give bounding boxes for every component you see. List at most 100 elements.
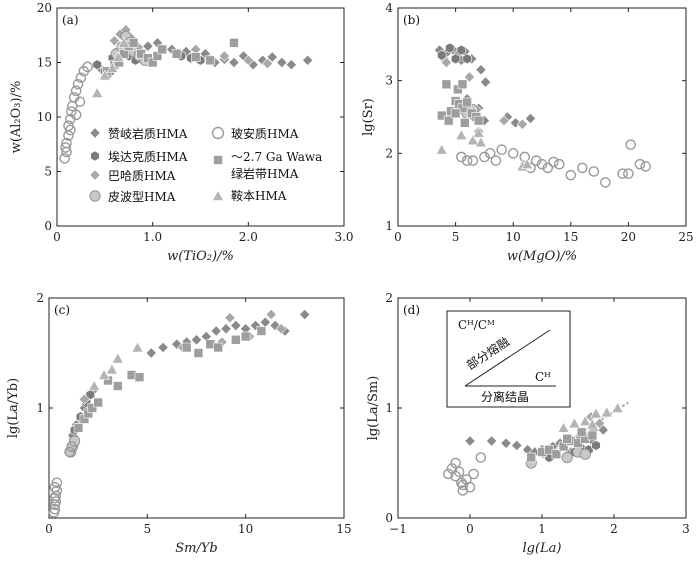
data-point-boninite — [450, 457, 461, 469]
data-point-boninite — [60, 142, 71, 153]
series-anshan — [435, 126, 534, 172]
inset-ch-label: Cᴴ — [535, 370, 551, 384]
data-point-boninite — [456, 151, 467, 163]
data-point-boninite — [82, 61, 93, 73]
data-point-wawa — [171, 48, 182, 59]
x-tick-label: −1 — [389, 522, 407, 536]
data-point-piip — [579, 448, 591, 460]
data-point-anshan — [579, 415, 592, 427]
legend-label-anshan: 鞍本HMA — [231, 188, 287, 203]
data-point-sanukitoid — [266, 51, 278, 63]
inset-fractional-crystallization-label: 分离结晶 — [481, 389, 529, 404]
data-point-adakitic — [591, 440, 601, 451]
data-point-wawa — [193, 348, 204, 358]
data-point-sanukitoid — [142, 40, 154, 52]
data-point-boninite — [443, 468, 454, 480]
data-point-boninite — [65, 124, 76, 136]
y-tick-label: 2 — [385, 146, 393, 160]
data-point-anshan — [98, 368, 111, 380]
data-point-wawa — [134, 372, 145, 383]
data-point-anshan — [111, 352, 124, 364]
data-point-adakitic — [92, 59, 102, 71]
data-point-wawa — [443, 115, 454, 126]
data-point-adakitic — [462, 53, 472, 65]
data-point-anshan — [474, 136, 487, 148]
panel-label: (d) — [403, 303, 420, 317]
data-point-boninite — [617, 168, 628, 179]
series-wawa — [73, 326, 267, 433]
legend-marker-anshan — [211, 189, 225, 201]
legend-item-boninite: 玻安质HMA — [211, 126, 299, 141]
legend-marker-boninite — [211, 126, 225, 140]
data-point-adakitic — [85, 389, 95, 401]
data-point-sanukitoid — [145, 347, 157, 359]
data-point-adakitic — [437, 49, 447, 61]
legend-label-sanukitoid: 赞岐岩质HMA — [108, 126, 188, 141]
data-point-boninite — [72, 79, 84, 90]
data-point-sanukitoid — [500, 437, 512, 449]
data-point-adakitic — [456, 44, 466, 56]
data-point-anshan — [611, 401, 624, 413]
x-axis-label: w(MgO)/% — [507, 249, 577, 264]
inset-diagram: Cᴴ/Cᴹ 部分熔融 Cᴴ 分离结晶 — [446, 310, 571, 408]
y-axis-label: lg(Sr) — [361, 98, 376, 136]
series-boninite — [48, 441, 77, 518]
series-piip — [525, 446, 591, 469]
data-point-wawa — [526, 452, 537, 463]
x-tick-label: 15 — [336, 522, 351, 536]
x-tick-label: 2.0 — [239, 230, 258, 244]
data-point-anshan — [88, 379, 101, 391]
plot-frame — [56, 7, 345, 227]
inset-frame — [446, 310, 571, 408]
data-point-wawa — [240, 331, 251, 342]
y-tick-label: 0 — [385, 511, 393, 525]
data-point-boninite — [49, 503, 61, 515]
data-point-wawa — [462, 97, 472, 108]
data-point-anshan — [466, 134, 479, 146]
series-adakitic — [437, 42, 472, 65]
data-point-boninite — [507, 148, 519, 159]
data-point-bajaitic — [516, 118, 529, 130]
y-tick-label: 20 — [37, 1, 52, 15]
data-point-sanukitoid — [464, 435, 476, 447]
data-point-wawa — [460, 118, 470, 128]
data-point-anshan — [435, 143, 448, 155]
data-point-boninite — [64, 446, 75, 458]
data-point-boninite — [484, 148, 496, 159]
data-point-sanukitoid — [479, 76, 492, 88]
x-tick-label: 2 — [610, 522, 618, 536]
data-point-boninite — [542, 162, 554, 174]
panel-b: 0 5 10 15 20 25 1 2 3 4 w(MgO)/% lg(Sr) (b) — [361, 1, 694, 264]
panel-label: (b) — [403, 13, 420, 27]
data-point-bajaitic — [275, 323, 287, 335]
data-point-boninite — [70, 109, 82, 121]
data-point-sanukitoid — [299, 308, 311, 321]
data-point-anshan — [98, 69, 111, 81]
series-anshan — [88, 341, 144, 391]
data-point-sanukitoid — [509, 117, 522, 129]
data-point-bajaitic — [593, 417, 606, 430]
series-anshan — [91, 36, 130, 98]
data-point-wawa — [181, 342, 192, 353]
y-tick-label: 5 — [44, 165, 52, 179]
x-tick-label: 10 — [506, 230, 521, 244]
data-point-boninite — [634, 158, 646, 170]
data-point-sanukitoid — [302, 54, 314, 66]
data-point-sanukitoid — [511, 439, 523, 452]
legend-item-wawa: ～2.7 Ga Wawa 绿岩带HMA — [213, 150, 322, 181]
panel-label: (c) — [54, 303, 70, 317]
data-point-bajaitic — [78, 393, 91, 405]
data-point-piip — [561, 451, 573, 464]
legend-label-boninite: 玻安质HMA — [231, 126, 299, 141]
y-tick-label: 15 — [37, 56, 52, 70]
x-tick-label: 5 — [452, 230, 460, 244]
y-tick-label: 1 — [385, 401, 393, 415]
legend-item-piip: 皮波型HMA — [89, 190, 176, 204]
data-point-anshan — [557, 421, 570, 433]
series-boninite — [59, 61, 93, 164]
data-point-anshan — [472, 126, 485, 138]
data-point-piip — [68, 435, 81, 447]
y-axis-label: w(Al₂O₃)/% — [9, 81, 24, 154]
legend-label-bajaitic: 巴哈质HMA — [108, 169, 176, 183]
